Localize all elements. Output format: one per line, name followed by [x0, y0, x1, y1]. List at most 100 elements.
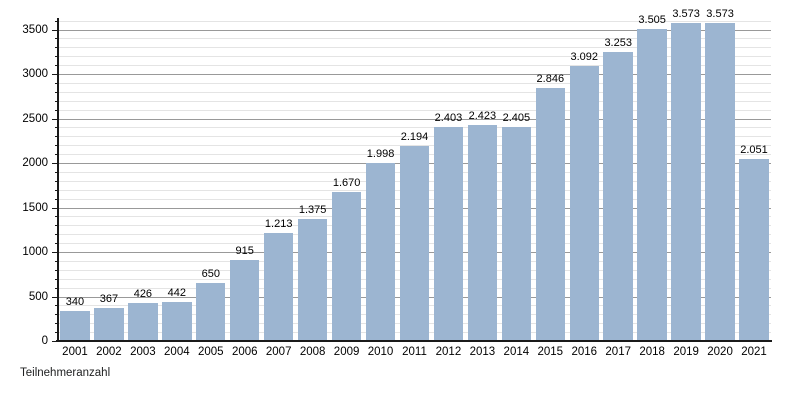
bar-2009: [331, 192, 362, 341]
y-axis-minor-tick-mark: [54, 109, 58, 111]
bar-value-label: 367: [99, 293, 119, 306]
bar-value-label: 1.670: [332, 177, 361, 190]
bar-2014: [501, 127, 532, 341]
x-axis-tick-label: 2010: [367, 346, 394, 358]
bar-value-label: 2.194: [400, 130, 429, 143]
x-axis-tick-label: 2005: [197, 346, 224, 358]
x-axis-tick-label: 2012: [435, 346, 462, 358]
x-axis-tick-label: 2004: [164, 346, 190, 358]
x-axis-tick-label: 2008: [299, 346, 326, 358]
y-axis-minor-tick-mark: [54, 305, 58, 307]
y-axis-minor-tick-mark: [54, 278, 58, 280]
y-axis-tick-label: 500: [28, 290, 48, 303]
y-axis-line: [57, 18, 59, 341]
y-axis-minor-tick-mark: [54, 260, 58, 262]
bar-2007: [263, 233, 294, 341]
x-axis-tick-label: 2002: [96, 346, 122, 358]
bar-value-label: 1.998: [366, 148, 395, 161]
y-axis-minor-tick-mark: [54, 332, 58, 334]
y-axis-tick-mark: [52, 252, 58, 254]
bar-2004: [162, 301, 192, 341]
bar-2003: [128, 303, 158, 341]
bar-2015: [535, 87, 566, 341]
y-axis-tick-label: 2500: [22, 112, 48, 125]
y-axis-minor-tick-mark: [54, 56, 58, 58]
bar-value-label: 442: [167, 286, 187, 299]
y-axis-minor-tick-mark: [54, 216, 58, 218]
y-axis-tick-mark: [52, 341, 58, 342]
y-axis-minor-tick-mark: [54, 136, 58, 138]
y-axis-minor-tick-mark: [54, 323, 58, 325]
y-axis-minor-tick-mark: [54, 38, 58, 40]
bar-value-label: 650: [201, 268, 220, 281]
x-axis-tick-label: 2020: [707, 346, 733, 358]
bar-value-label: 915: [235, 244, 254, 257]
x-axis-tick-label: 2007: [265, 346, 292, 358]
bar-2001: [60, 310, 90, 341]
y-axis-minor-tick-mark: [54, 91, 58, 93]
bar-2005: [196, 283, 226, 341]
x-axis-tick-label: 2015: [537, 346, 564, 358]
y-axis-tick-label: 3000: [22, 68, 48, 81]
y-axis-minor-tick-mark: [54, 269, 58, 271]
y-axis-minor-tick-mark: [54, 314, 58, 316]
bar-value-label: 2.403: [434, 112, 463, 125]
x-axis-tick-label: 2006: [231, 346, 258, 358]
y-axis-tick-label: 2000: [22, 157, 48, 170]
gridline-minor: [58, 65, 771, 67]
chart-caption: Teilnehmeranzahl: [20, 367, 111, 379]
bar-2002: [94, 308, 124, 341]
x-axis-tick-label: 2003: [130, 346, 156, 358]
x-axis-tick-label: 2019: [673, 346, 699, 358]
bar-value-label: 1.213: [264, 218, 293, 231]
y-axis-minor-tick-mark: [54, 100, 58, 102]
x-axis-tick-label: 2017: [605, 346, 631, 358]
bar-value-label: 426: [133, 288, 153, 301]
x-axis-line: [56, 340, 772, 342]
gridline-minor: [58, 109, 771, 111]
gridline-major: [58, 29, 771, 31]
gridline-major: [58, 74, 771, 76]
y-axis-tick-mark: [52, 118, 58, 120]
gridline-minor: [58, 38, 771, 40]
bar-value-label: 1.375: [298, 203, 327, 216]
y-axis-tick-mark: [52, 29, 58, 31]
gridline-minor: [58, 136, 771, 138]
y-axis-minor-tick-mark: [54, 145, 58, 147]
y-axis-tick-mark: [52, 207, 58, 209]
gridline-minor: [58, 82, 771, 84]
bar-2011: [399, 145, 430, 341]
gridline-major: [58, 118, 771, 120]
gridline-minor: [58, 56, 771, 58]
bar-value-label: 2.051: [740, 143, 768, 156]
y-axis-minor-tick-mark: [54, 198, 58, 200]
bar-2021: [739, 158, 769, 341]
y-axis-minor-tick-mark: [54, 287, 58, 289]
bar-2006: [230, 259, 260, 341]
bar-2008: [297, 218, 328, 341]
gridline-minor: [58, 20, 771, 22]
y-axis-tick-mark: [52, 74, 58, 76]
bar-value-label: 2.405: [502, 112, 531, 124]
plot-area: 0 500 1000 1500 2000 2500 3000 3500 340 367 426 442…: [22, 8, 771, 347]
y-axis-tick-mark: [52, 296, 58, 298]
bar-value-label: 3.505: [638, 14, 666, 27]
bar-value-label: 3.573: [706, 8, 734, 21]
y-axis-minor-tick-mark: [54, 180, 58, 182]
y-axis-minor-tick-mark: [54, 189, 58, 191]
bar-value-label: 3.092: [570, 50, 599, 63]
gridline-minor: [58, 91, 771, 93]
bar-2016: [569, 65, 599, 341]
y-axis-minor-tick-mark: [54, 82, 58, 84]
y-axis-minor-tick-mark: [54, 127, 58, 129]
x-axis-tick-label: 2016: [571, 346, 598, 358]
bar-2017: [603, 51, 633, 341]
y-axis-tick-label: 0: [41, 335, 48, 347]
y-axis-minor-tick-mark: [54, 234, 58, 236]
bar-2019: [671, 23, 701, 341]
y-axis-tick-label: 1000: [22, 246, 48, 259]
y-axis-minor-tick-mark: [54, 171, 58, 173]
gridline-minor: [58, 47, 771, 49]
gridline-minor: [58, 145, 771, 147]
